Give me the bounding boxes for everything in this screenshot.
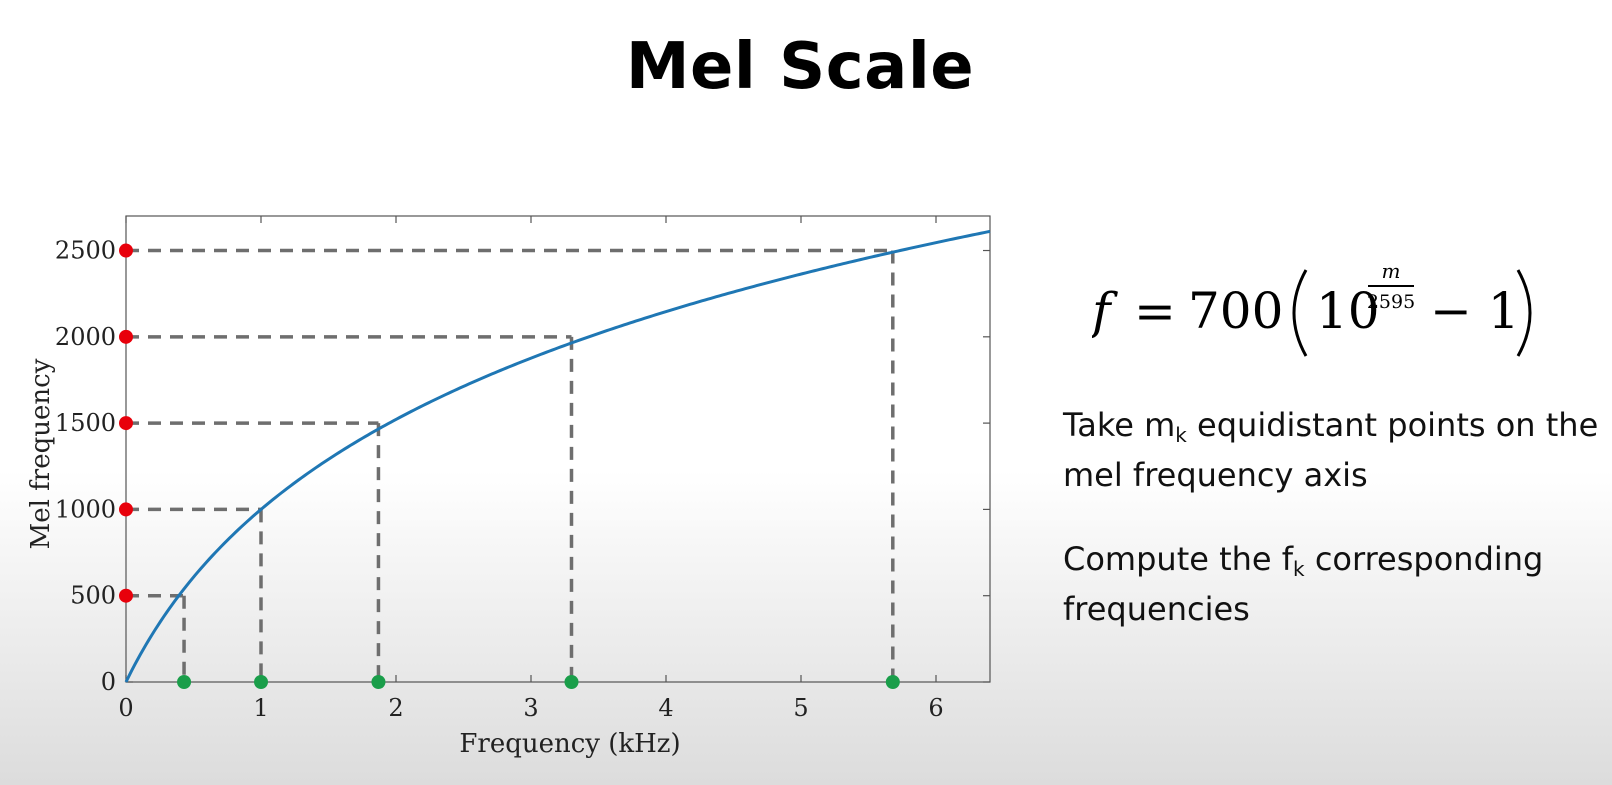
note-subscript: k — [1293, 557, 1305, 581]
y-tick-label: 500 — [70, 582, 116, 610]
formula-minus-one: − 1 — [1430, 282, 1520, 340]
frequency-point-marker — [371, 675, 386, 689]
note-subscript: k — [1175, 423, 1187, 447]
note-compute-frequencies: Compute the fk corresponding frequencies — [1063, 534, 1603, 634]
formula-lhs: f — [1092, 282, 1118, 340]
y-tick-label: 1500 — [55, 409, 116, 437]
mel-point-marker — [119, 329, 133, 344]
x-tick-label: 5 — [793, 694, 808, 722]
formula-left-paren — [1292, 269, 1308, 357]
mel-point-marker — [119, 588, 133, 603]
formula-right-paren — [1516, 269, 1532, 357]
mel-point-marker — [119, 416, 133, 431]
y-tick-label: 2000 — [55, 323, 116, 351]
x-tick-label: 3 — [523, 694, 538, 722]
x-axis-label: Frequency (kHz) — [459, 729, 680, 759]
note-text: corresponding frequencies — [1063, 540, 1544, 628]
mel-point-marker — [119, 243, 133, 258]
x-tick-label: 4 — [658, 694, 673, 722]
x-tick-label: 0 — [118, 694, 133, 722]
formula-equals: = — [1134, 282, 1176, 340]
formula-base: 10 — [1316, 282, 1380, 340]
formula-coefficient: 700 — [1188, 282, 1283, 340]
y-axis-label: Mel frequency — [26, 358, 56, 549]
x-tick-label: 1 — [253, 694, 268, 722]
mel-scale-chart: 0 1 2 3 4 5 6 0 500 1000 1500 2000 2500 Frequency (kH… — [26, 215, 991, 759]
frequency-point-marker — [564, 675, 579, 689]
formula-exp-denominator: 2595 — [1367, 291, 1415, 313]
mel-curve-line — [124, 229, 991, 683]
frequency-point-marker — [254, 675, 268, 689]
mel-point-marker — [119, 502, 133, 517]
y-tick-label: 2500 — [55, 237, 116, 265]
notes-list: Take mk equidistant points on the mel fr… — [1063, 400, 1603, 668]
note-text: equidistant points on the mel frequency … — [1063, 406, 1599, 494]
note-text: Take m — [1063, 406, 1176, 444]
y-tick-label: 1000 — [55, 495, 116, 523]
frequency-point-marker — [177, 675, 192, 689]
frequency-point-marker — [885, 675, 900, 689]
x-tick-label: 2 — [388, 694, 403, 722]
slide-title: Mel Scale — [625, 30, 975, 104]
note-equidistant-mel-points: Take mk equidistant points on the mel fr… — [1063, 400, 1603, 500]
y-tick-label: 0 — [101, 668, 116, 696]
mel-inverse-formula: f = 700 10 m 2595 − 1 — [1092, 259, 1532, 357]
x-tick-label: 6 — [928, 694, 943, 722]
note-text: Compute the f — [1063, 540, 1294, 578]
formula-exp-numerator: m — [1382, 259, 1401, 283]
plot-frame — [125, 215, 991, 683]
